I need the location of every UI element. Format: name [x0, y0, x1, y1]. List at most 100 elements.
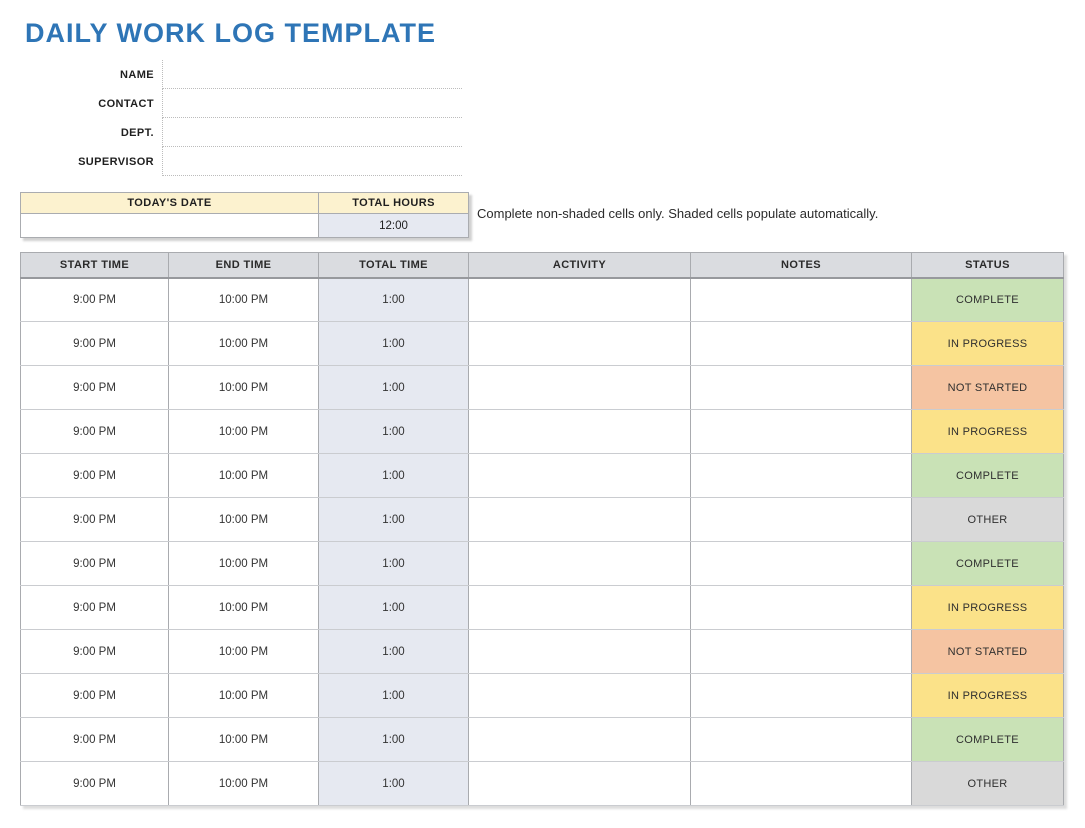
total-hours-header: TOTAL HOURS: [318, 192, 469, 214]
start-time-cell[interactable]: 9:00 PM: [20, 673, 169, 718]
summary-table-wrap: TODAY'S DATE TOTAL HOURS 12:00: [20, 192, 469, 238]
notes-cell[interactable]: [690, 629, 912, 674]
end-time-cell[interactable]: 10:00 PM: [168, 673, 319, 718]
end-time-cell[interactable]: 10:00 PM: [168, 761, 319, 806]
contact-label: CONTACT: [98, 97, 154, 110]
notes-cell[interactable]: [690, 321, 912, 366]
status-cell[interactable]: OTHER: [911, 761, 1064, 806]
total-time-cell: 1:00: [318, 365, 469, 410]
table-row: 9:00 PM 10:00 PM 1:00 COMPLETE: [20, 277, 1064, 322]
activity-cell[interactable]: [468, 673, 691, 718]
status-cell[interactable]: IN PROGRESS: [911, 409, 1064, 454]
table-row: 9:00 PM 10:00 PM 1:00 OTHER: [20, 761, 1064, 806]
todays-date-cell[interactable]: [20, 213, 319, 238]
activity-cell[interactable]: [468, 585, 691, 630]
activity-cell[interactable]: [468, 277, 691, 322]
status-cell[interactable]: IN PROGRESS: [911, 321, 1064, 366]
contact-field[interactable]: [162, 89, 462, 118]
status-cell[interactable]: NOT STARTED: [911, 365, 1064, 410]
end-time-cell[interactable]: 10:00 PM: [168, 585, 319, 630]
status-cell[interactable]: COMPLETE: [911, 717, 1064, 762]
end-time-cell[interactable]: 10:00 PM: [168, 365, 319, 410]
form-row-dept: DEPT.: [0, 118, 462, 147]
start-time-cell[interactable]: 9:00 PM: [20, 761, 169, 806]
start-time-cell[interactable]: 9:00 PM: [20, 629, 169, 674]
log-table-wrap: START TIME END TIME TOTAL TIME ACTIVITY …: [20, 252, 1064, 806]
activity-cell[interactable]: [468, 629, 691, 674]
status-cell[interactable]: COMPLETE: [911, 453, 1064, 498]
total-time-cell: 1:00: [318, 541, 469, 586]
end-time-cell[interactable]: 10:00 PM: [168, 453, 319, 498]
table-row: 9:00 PM 10:00 PM 1:00 COMPLETE: [20, 717, 1064, 762]
table-row: 9:00 PM 10:00 PM 1:00 NOT STARTED: [20, 365, 1064, 410]
status-cell[interactable]: IN PROGRESS: [911, 673, 1064, 718]
dept-field[interactable]: [162, 118, 462, 147]
total-hours-cell: 12:00: [318, 213, 469, 238]
notes-cell[interactable]: [690, 453, 912, 498]
form-row-name: NAME: [0, 60, 462, 89]
status-cell[interactable]: COMPLETE: [911, 541, 1064, 586]
status-cell[interactable]: IN PROGRESS: [911, 585, 1064, 630]
table-row: 9:00 PM 10:00 PM 1:00 NOT STARTED: [20, 629, 1064, 674]
end-time-cell[interactable]: 10:00 PM: [168, 541, 319, 586]
status-cell[interactable]: NOT STARTED: [911, 629, 1064, 674]
activity-cell[interactable]: [468, 717, 691, 762]
table-row: 9:00 PM 10:00 PM 1:00 IN PROGRESS: [20, 673, 1064, 718]
status-cell[interactable]: OTHER: [911, 497, 1064, 542]
notes-cell[interactable]: [690, 497, 912, 542]
end-time-cell[interactable]: 10:00 PM: [168, 497, 319, 542]
start-time-cell[interactable]: 9:00 PM: [20, 277, 169, 322]
activity-cell[interactable]: [468, 453, 691, 498]
activity-cell[interactable]: [468, 409, 691, 454]
start-time-cell[interactable]: 9:00 PM: [20, 497, 169, 542]
col-header-notes: NOTES: [690, 252, 912, 279]
total-time-cell: 1:00: [318, 585, 469, 630]
end-time-cell[interactable]: 10:00 PM: [168, 409, 319, 454]
notes-cell[interactable]: [690, 541, 912, 586]
activity-cell[interactable]: [468, 321, 691, 366]
supervisor-field[interactable]: [162, 147, 462, 176]
info-form: NAME CONTACT DEPT. SUPERVISOR: [0, 60, 462, 176]
notes-cell[interactable]: [690, 585, 912, 630]
activity-cell[interactable]: [468, 541, 691, 586]
start-time-cell[interactable]: 9:00 PM: [20, 409, 169, 454]
todays-date-header: TODAY'S DATE: [20, 192, 319, 214]
notes-cell[interactable]: [690, 673, 912, 718]
notes-cell[interactable]: [690, 277, 912, 322]
summary-table: TODAY'S DATE TOTAL HOURS 12:00: [20, 192, 469, 238]
start-time-cell[interactable]: 9:00 PM: [20, 717, 169, 762]
status-cell[interactable]: COMPLETE: [911, 277, 1064, 322]
log-table-body: 9:00 PM 10:00 PM 1:00 COMPLETE 9:00 PM 1…: [20, 277, 1064, 806]
table-row: 9:00 PM 10:00 PM 1:00 OTHER: [20, 497, 1064, 542]
start-time-cell[interactable]: 9:00 PM: [20, 365, 169, 410]
table-row: 9:00 PM 10:00 PM 1:00 COMPLETE: [20, 453, 1064, 498]
instruction-note: Complete non-shaded cells only. Shaded c…: [477, 206, 879, 221]
total-time-cell: 1:00: [318, 673, 469, 718]
notes-cell[interactable]: [690, 761, 912, 806]
end-time-cell[interactable]: 10:00 PM: [168, 629, 319, 674]
total-time-cell: 1:00: [318, 277, 469, 322]
activity-cell[interactable]: [468, 497, 691, 542]
end-time-cell[interactable]: 10:00 PM: [168, 321, 319, 366]
total-time-cell: 1:00: [318, 497, 469, 542]
log-table: START TIME END TIME TOTAL TIME ACTIVITY …: [20, 252, 1064, 806]
end-time-cell[interactable]: 10:00 PM: [168, 717, 319, 762]
total-time-cell: 1:00: [318, 321, 469, 366]
start-time-cell[interactable]: 9:00 PM: [20, 541, 169, 586]
start-time-cell[interactable]: 9:00 PM: [20, 453, 169, 498]
total-time-cell: 1:00: [318, 629, 469, 674]
table-row: 9:00 PM 10:00 PM 1:00 IN PROGRESS: [20, 409, 1064, 454]
notes-cell[interactable]: [690, 717, 912, 762]
notes-cell[interactable]: [690, 365, 912, 410]
start-time-cell[interactable]: 9:00 PM: [20, 585, 169, 630]
col-header-start-time: START TIME: [20, 252, 169, 279]
activity-cell[interactable]: [468, 761, 691, 806]
start-time-cell[interactable]: 9:00 PM: [20, 321, 169, 366]
end-time-cell[interactable]: 10:00 PM: [168, 277, 319, 322]
total-time-cell: 1:00: [318, 717, 469, 762]
name-label: NAME: [120, 68, 154, 81]
activity-cell[interactable]: [468, 365, 691, 410]
name-field[interactable]: [162, 60, 462, 89]
notes-cell[interactable]: [690, 409, 912, 454]
